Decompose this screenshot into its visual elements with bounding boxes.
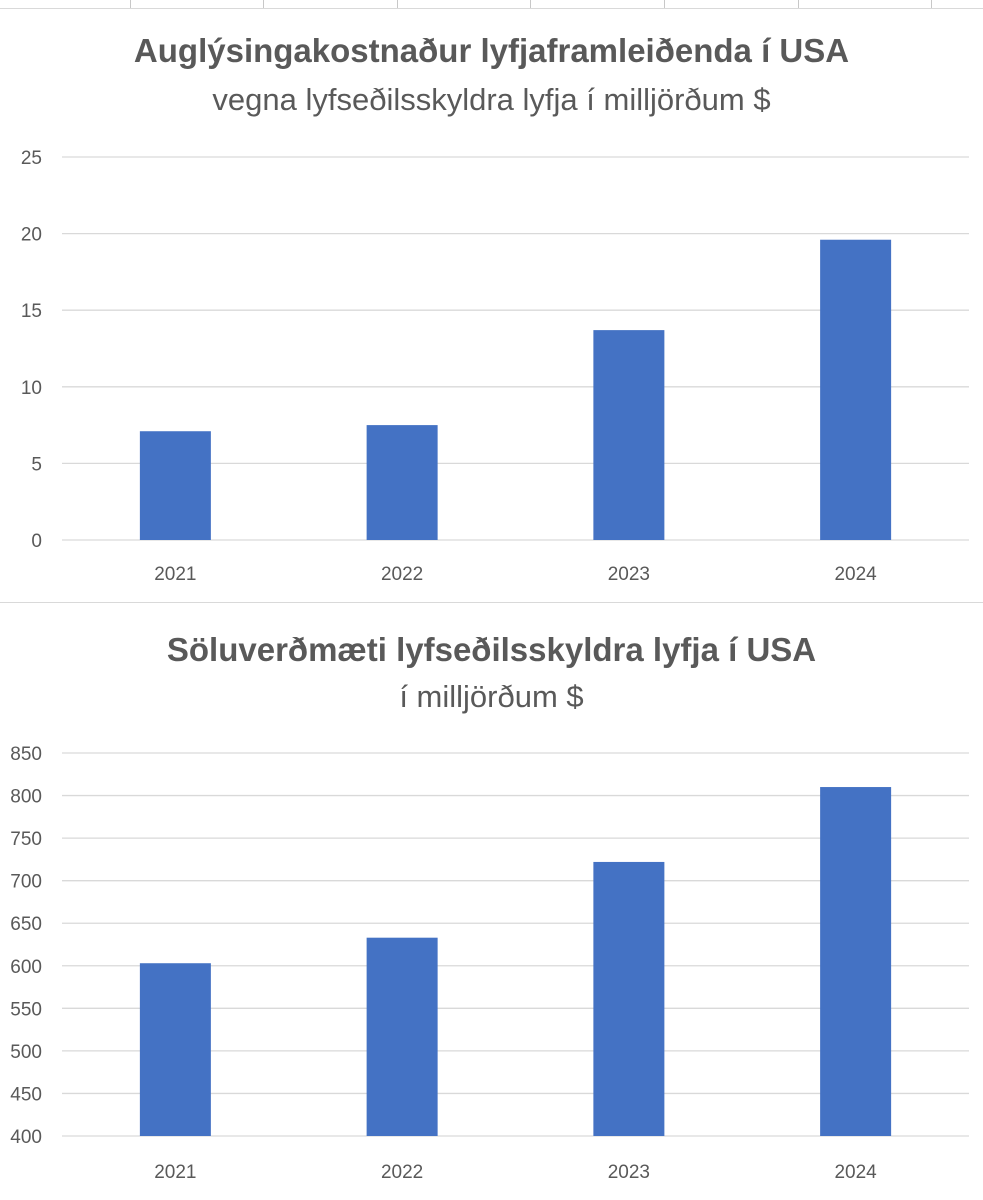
grid-column-line [130, 0, 131, 8]
chart-plot-area: 0 5 10 15 20 25 2021 2022 2023 2024 [21, 148, 969, 585]
chart-plot-area: 400 450 500 550 600 650 700 750 800 850 2021 2022 20… [10, 744, 969, 1183]
chart-title: Auglýsingakostnaður lyfjaframleiðenda í … [133, 32, 850, 69]
chart-title: Söluverðmæti lyfseðilsskyldra lyfja í US… [166, 631, 817, 668]
y-tick-label: 700 [10, 872, 42, 893]
x-tick-label: 2021 [154, 564, 196, 585]
bar-2024 [820, 239, 892, 540]
chart-divider [0, 602, 983, 603]
x-tick-label: 2023 [608, 564, 650, 585]
chart-subtitle: vegna lyfseðilsskyldra lyfja í milljörðu… [212, 82, 771, 117]
y-tick-label: 650 [10, 914, 42, 935]
bar-2023 [593, 330, 665, 540]
y-tick-label: 450 [10, 1084, 42, 1105]
chart-subtitle: í milljörðum $ [399, 679, 584, 714]
bar-2024 [820, 787, 892, 1136]
y-tick-label: 550 [10, 999, 42, 1020]
y-tick-label: 750 [10, 829, 42, 850]
x-tick-label: 2022 [381, 564, 423, 585]
grid-column-line [397, 0, 398, 8]
x-tick-label: 2022 [381, 1162, 423, 1183]
bar-2021 [139, 963, 211, 1136]
grid-column-line [931, 0, 932, 8]
x-tick-label: 2024 [834, 1162, 877, 1183]
y-tick-label: 0 [31, 531, 42, 552]
bar-2023 [593, 861, 665, 1136]
y-tick-label: 5 [31, 454, 42, 475]
y-tick-label: 10 [21, 378, 42, 399]
y-tick-label: 500 [10, 1042, 42, 1063]
grid-column-line [530, 0, 531, 8]
chart-advertising-cost[interactable]: Auglýsingakostnaður lyfjaframleiðenda í … [0, 0, 983, 600]
grid-column-line [263, 0, 264, 8]
y-tick-label: 400 [10, 1127, 42, 1148]
y-tick-label: 15 [21, 301, 42, 322]
grid-column-line [664, 0, 665, 8]
x-tick-label: 2023 [608, 1162, 650, 1183]
x-tick-label: 2021 [154, 1162, 196, 1183]
bar-2022 [366, 937, 438, 1136]
y-tick-label: 20 [21, 225, 42, 246]
y-tick-label: 600 [10, 957, 42, 978]
y-tick-label: 800 [10, 787, 42, 808]
bar-2021 [139, 431, 211, 540]
grid-column-line [798, 0, 799, 8]
y-tick-label: 25 [21, 148, 42, 169]
spreadsheet-grid-strip [0, 0, 983, 9]
bar-2022 [366, 425, 438, 540]
y-tick-label: 850 [10, 744, 42, 765]
x-tick-label: 2024 [834, 564, 877, 585]
chart-sales-value[interactable]: Söluverðmæti lyfseðilsskyldra lyfja í US… [0, 603, 983, 1200]
